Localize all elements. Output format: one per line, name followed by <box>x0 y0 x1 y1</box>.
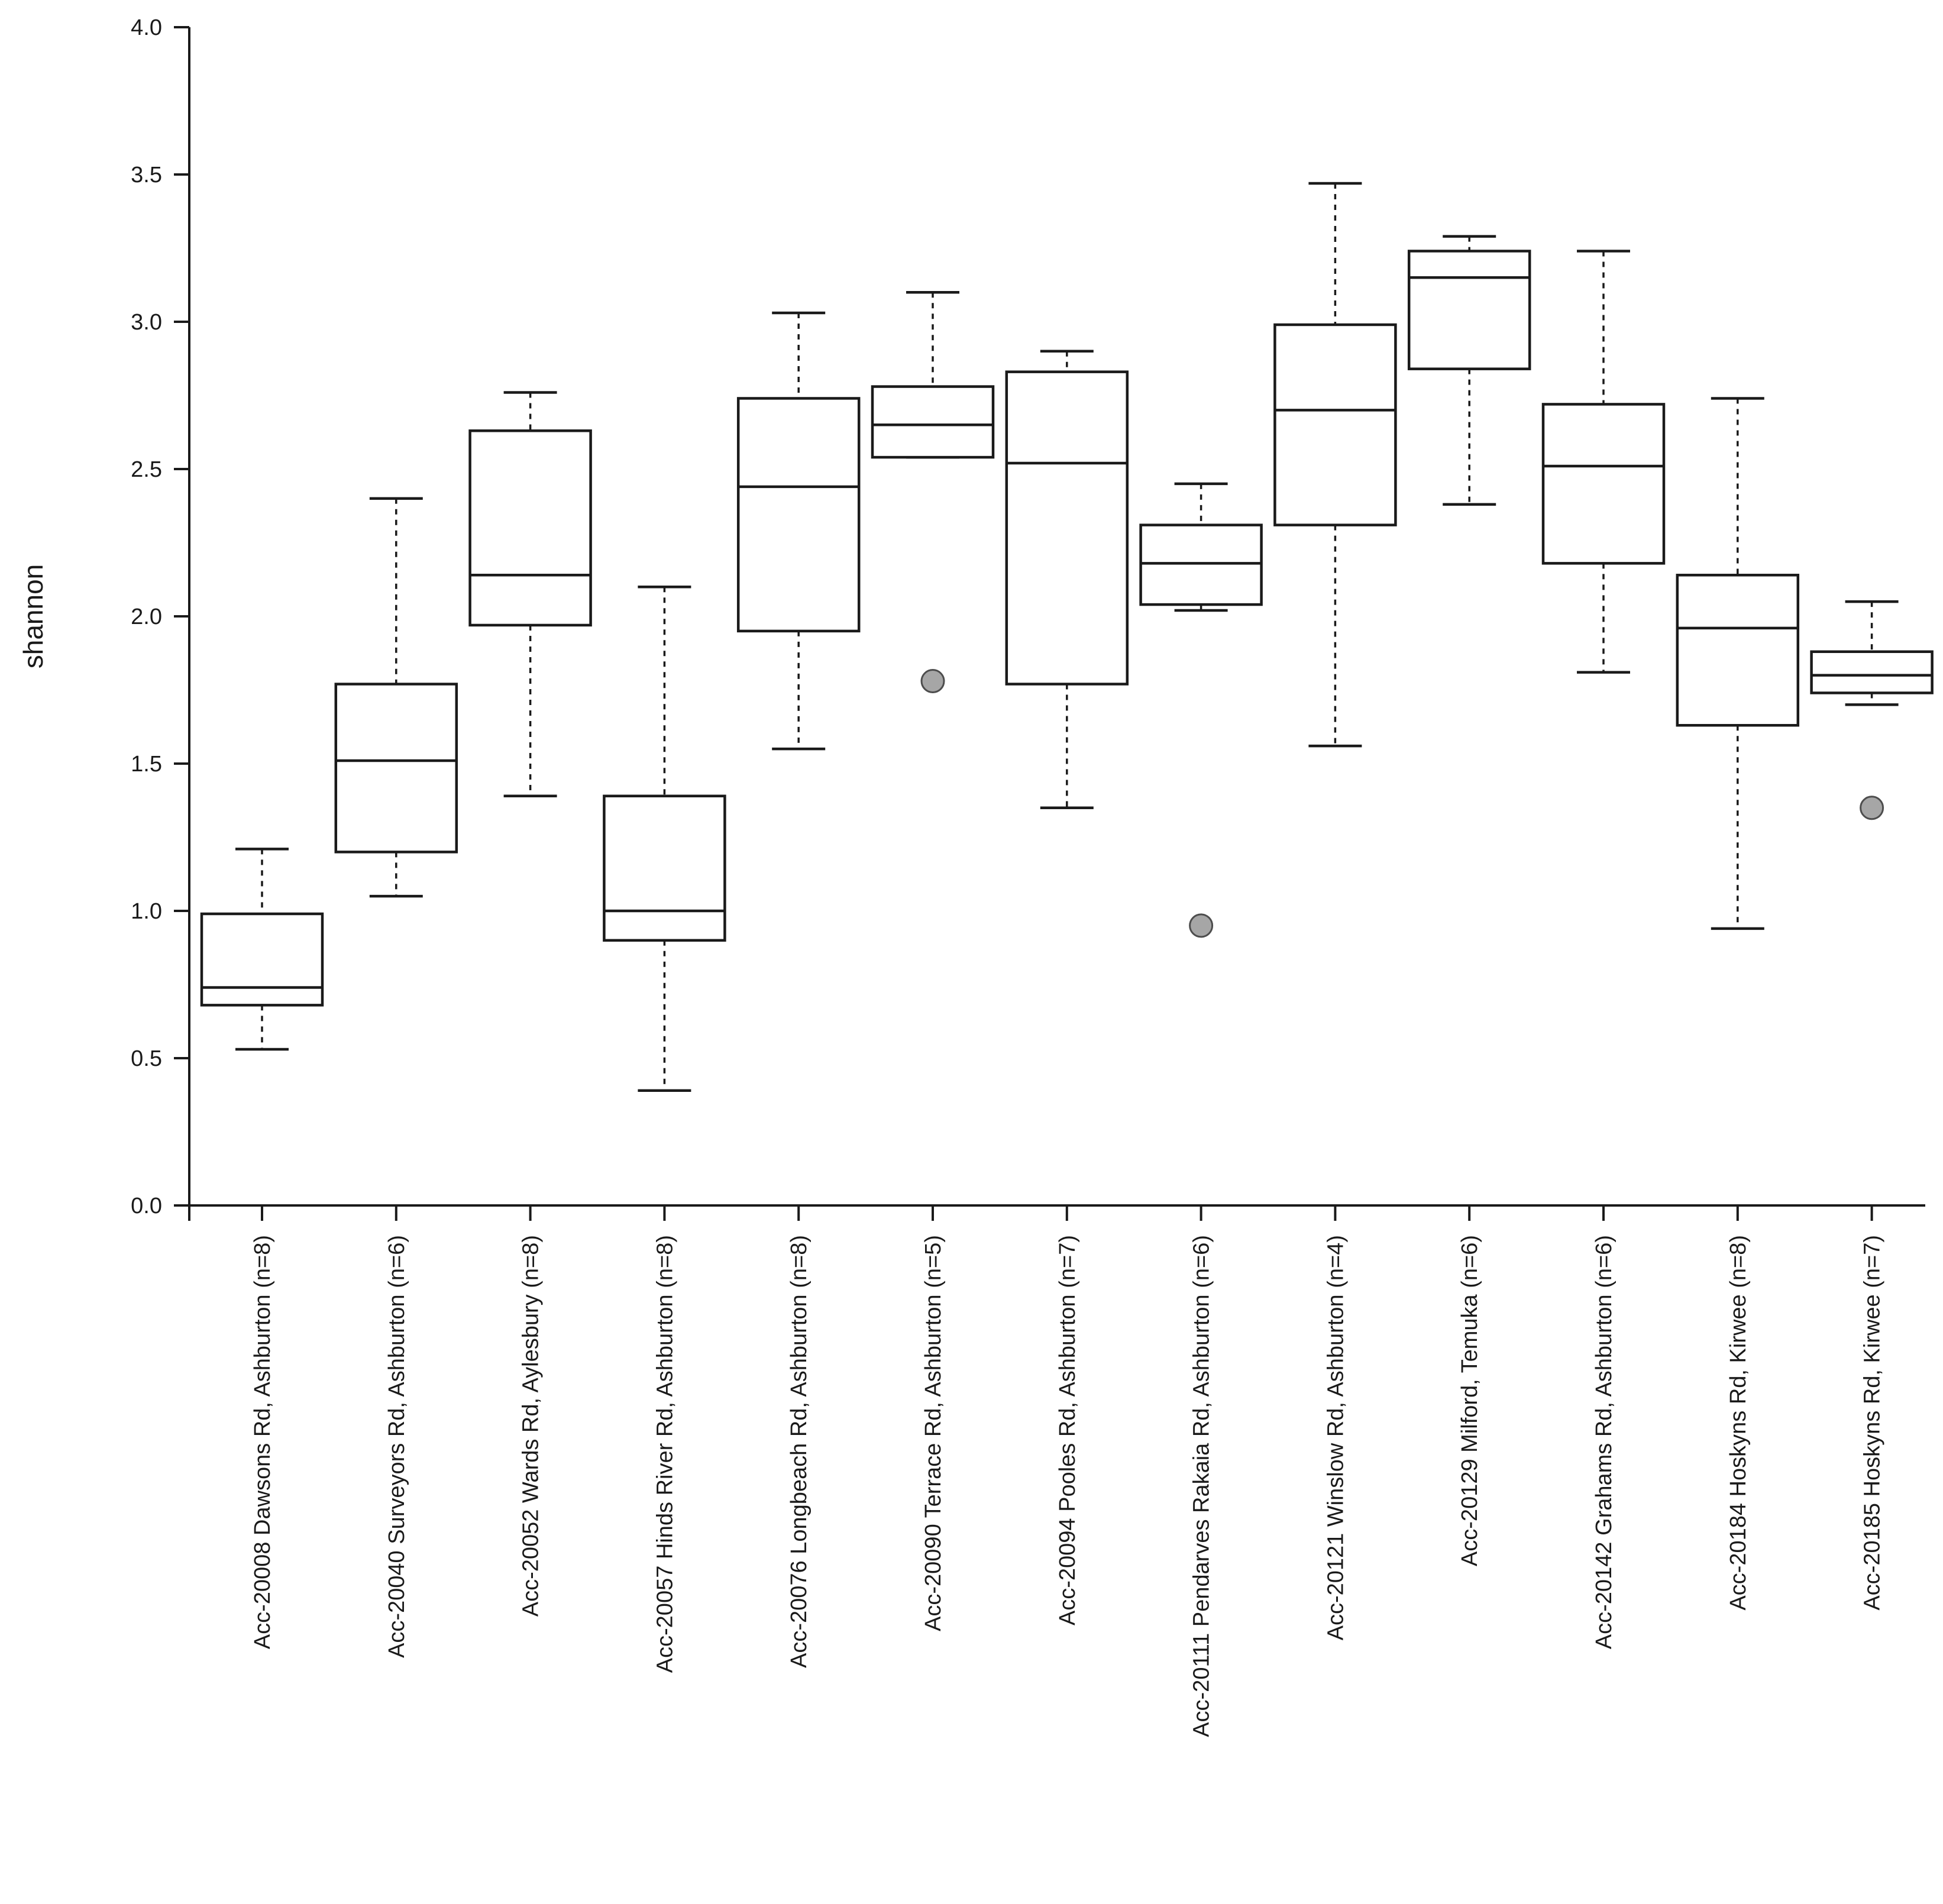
iqr-box <box>468 429 592 627</box>
x-category-label: Acc-20057 Hinds River Rd, Ashburton (n=8… <box>652 1235 677 1673</box>
y-tick-label: 4.0 <box>131 15 162 40</box>
y-tick-label: 0.5 <box>131 1046 162 1071</box>
x-category-label: Acc-20129 Milford, Temuka (n=6) <box>1457 1235 1482 1566</box>
y-tick-label: 0.0 <box>131 1194 162 1218</box>
iqr-box <box>1407 250 1531 370</box>
iqr-box <box>1676 574 1800 727</box>
iqr-box <box>1139 523 1263 606</box>
iqr-box <box>871 385 995 459</box>
box-group <box>736 311 861 751</box>
plot-area <box>200 182 1934 1092</box>
x-category-label: Acc-20090 Terrace Rd, Ashburton (n=5) <box>921 1235 946 1631</box>
y-axis-title: shannon <box>18 564 49 669</box>
x-category-label: Acc-20008 Dawsons Rd, Ashburton (n=8) <box>250 1235 275 1649</box>
y-tick-label: 3.0 <box>131 310 162 335</box>
outlier-point <box>920 669 945 694</box>
x-category-label: Acc-20184 Hoskyns Rd, Kirwee (n=8) <box>1726 1235 1751 1611</box>
y-tick-label: 1.0 <box>131 899 162 924</box>
iqr-box <box>1005 370 1129 686</box>
y-tick-label: 3.5 <box>131 163 162 188</box>
y-tick-label: 2.5 <box>131 457 162 482</box>
box-group <box>1139 482 1263 938</box>
x-axis: Acc-20008 Dawsons Rd, Ashburton (n=8) Acc… <box>189 1204 1925 1737</box>
box-group <box>1407 235 1531 506</box>
x-category-label: Acc-20052 Wards Rd, Aylesbury (n=8) <box>519 1235 544 1617</box>
box-group <box>334 497 458 898</box>
box-group <box>871 290 995 694</box>
box-group <box>1273 182 1397 748</box>
iqr-box <box>1541 403 1666 565</box>
iqr-box <box>736 397 861 633</box>
box-group <box>1676 397 1800 930</box>
x-category-label: Acc-20121 Winslow Rd, Ashburton (n=4) <box>1323 1235 1348 1640</box>
box-group <box>468 391 592 798</box>
y-axis: 0.0 0.5 1.0 1.5 2.0 2.5 3.0 3.5 4.0 <box>131 15 190 1221</box>
box-group <box>1541 250 1666 674</box>
x-category-label: Acc-20142 Grahams Rd, Ashburton (n=6) <box>1592 1235 1617 1649</box>
iqr-box <box>1273 323 1397 526</box>
x-category-label: Acc-20185 Hoskyns Rd, Kirwee (n=7) <box>1860 1235 1885 1611</box>
box-group <box>1810 600 1934 820</box>
y-tick-label: 2.0 <box>131 605 162 629</box>
iqr-box <box>1810 650 1934 694</box>
box-group <box>1005 350 1129 809</box>
iqr-box <box>603 794 726 942</box>
y-tick-label: 1.5 <box>131 752 162 777</box>
outlier-point <box>1189 913 1214 938</box>
x-category-label: Acc-20040 Surveyors Rd, Ashburton (n=6) <box>384 1235 409 1658</box>
x-category-label: Acc-20094 Pooles Rd, Ashburton (n=7) <box>1055 1235 1080 1625</box>
iqr-box <box>200 912 324 1007</box>
outlier-point <box>1860 796 1884 820</box>
x-category-label: Acc-20076 Longbeach Rd, Ashburton (n=8) <box>787 1235 812 1668</box>
x-category-label: Acc-20111 Pendarves Rakaia Rd, Ashburton… <box>1189 1235 1214 1737</box>
iqr-box <box>334 683 458 854</box>
box-group <box>200 848 324 1051</box>
box-group <box>603 585 726 1092</box>
